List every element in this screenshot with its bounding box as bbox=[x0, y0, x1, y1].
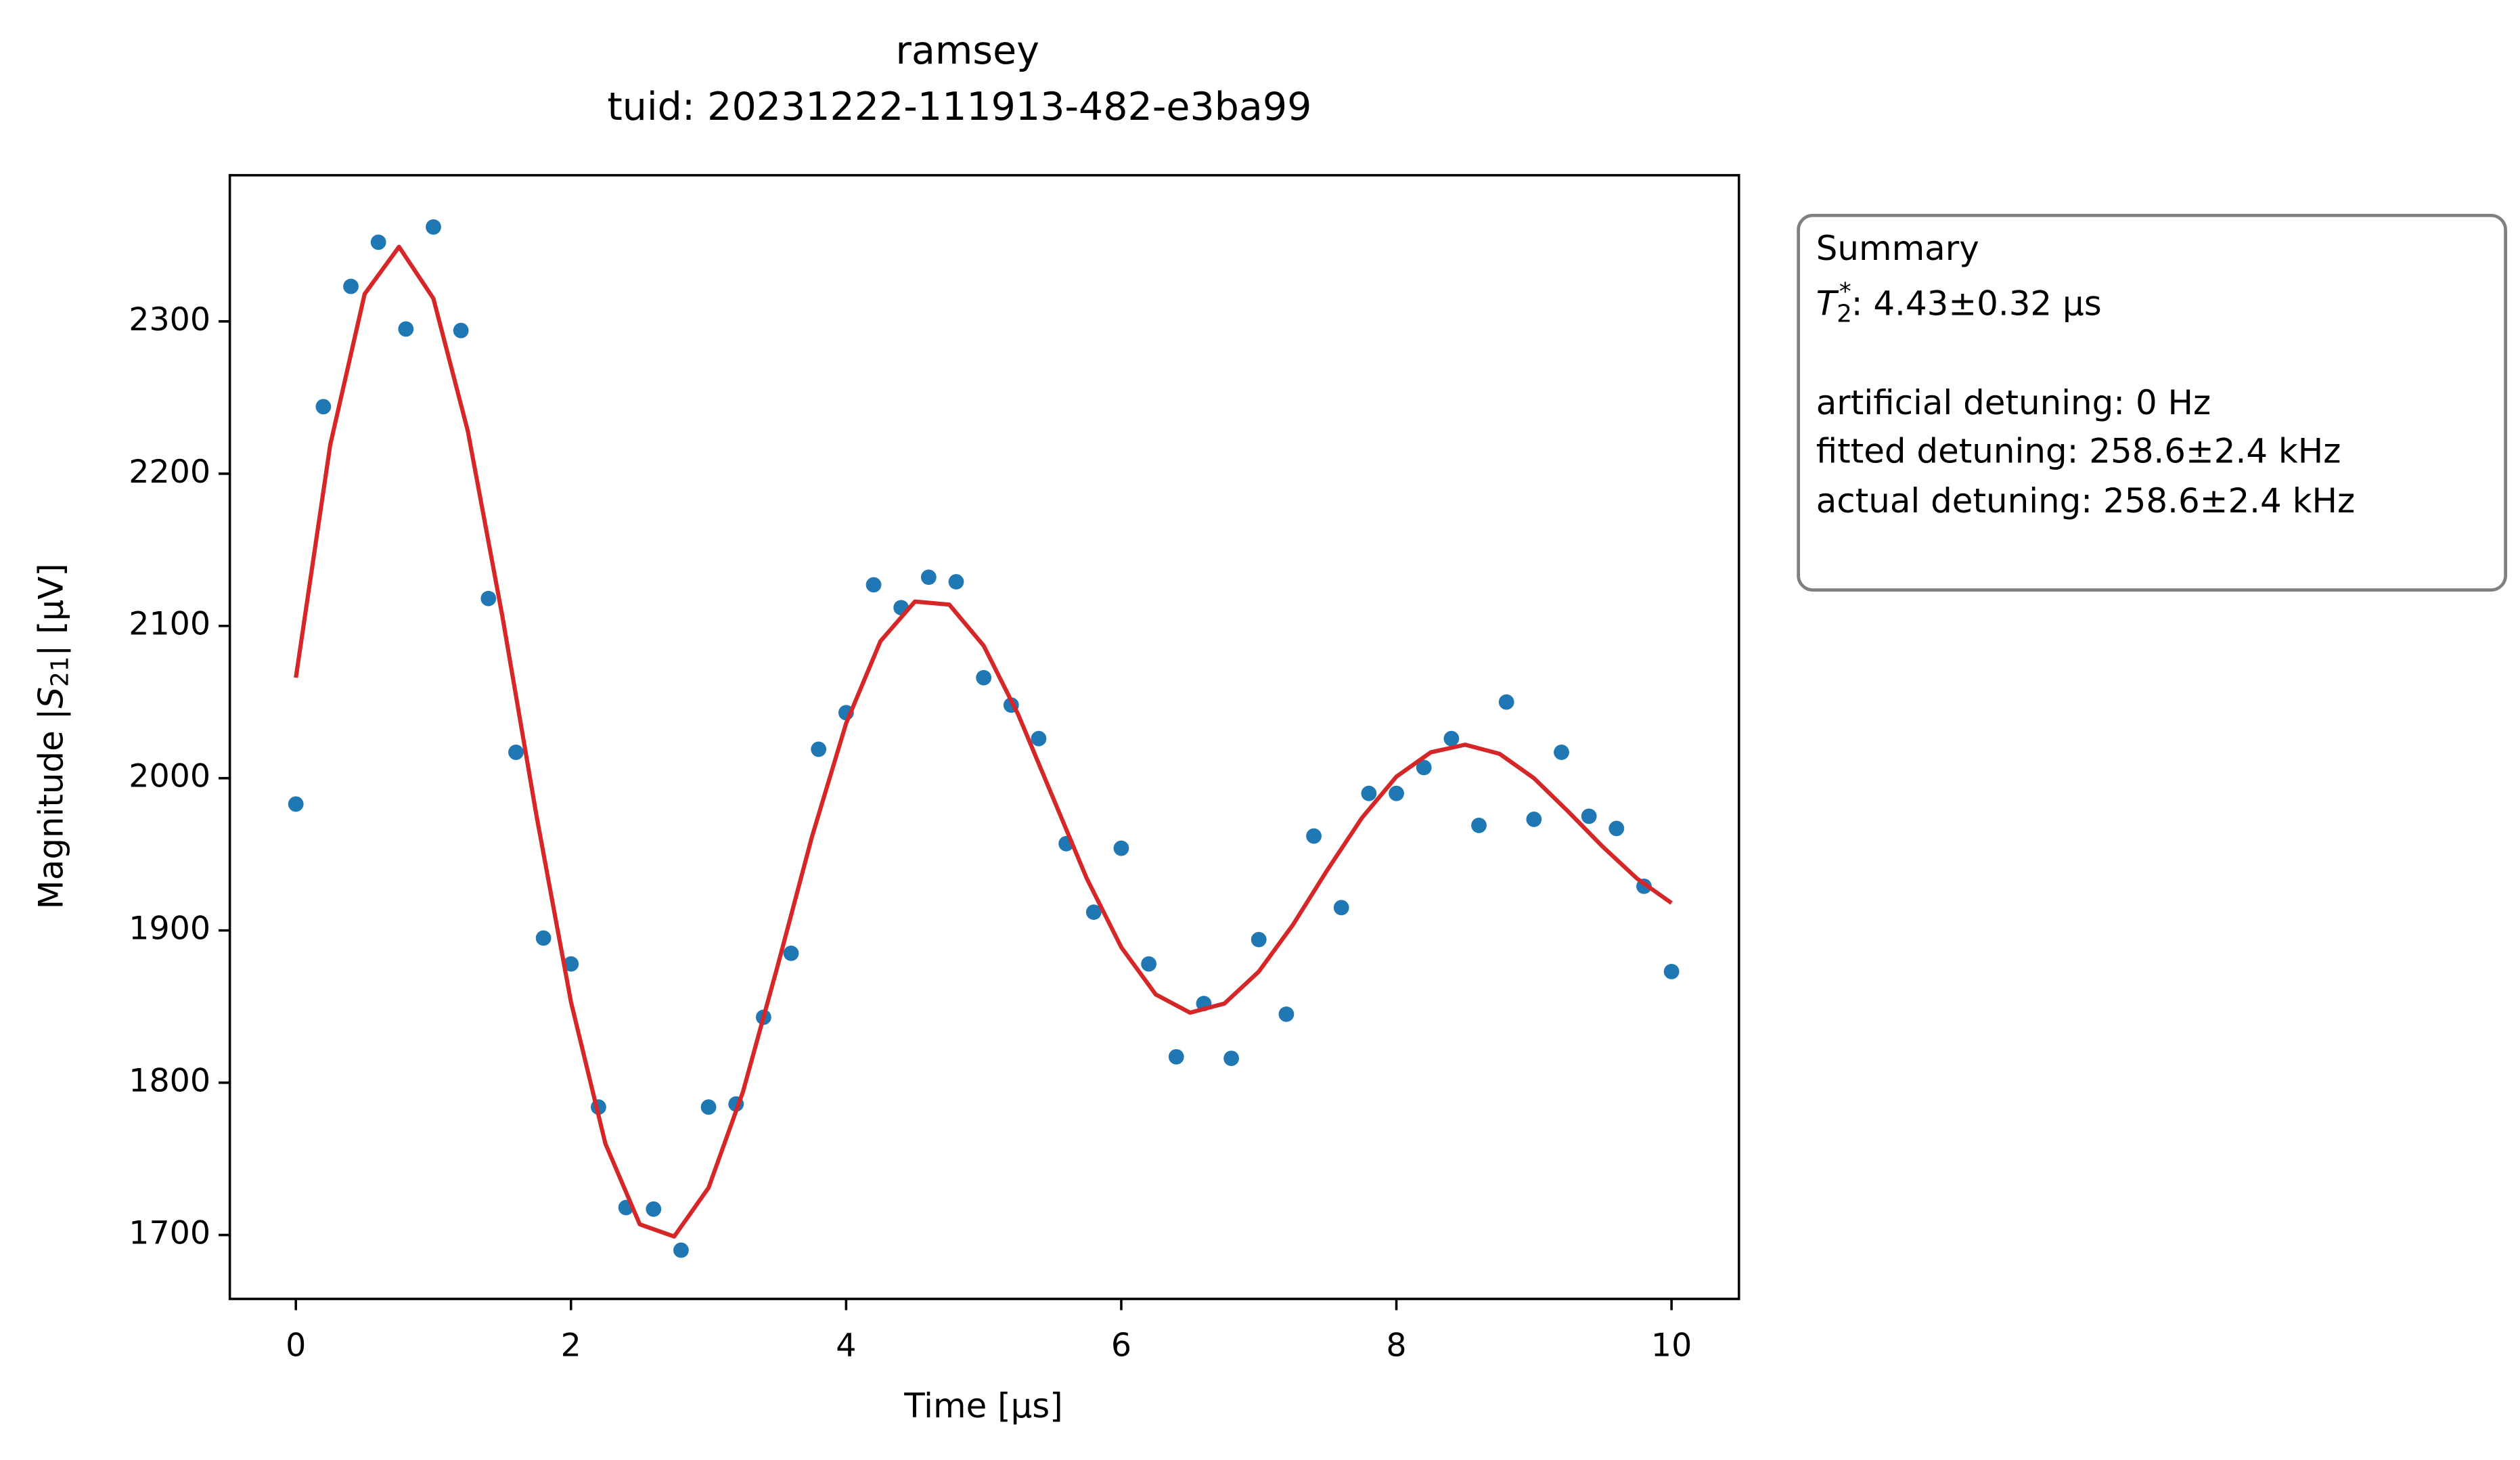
y-label-subscript: 21 bbox=[46, 657, 74, 687]
y-label-part: Magnitude | bbox=[31, 709, 70, 910]
data-point bbox=[1278, 1006, 1295, 1022]
data-point bbox=[453, 322, 469, 338]
data-point bbox=[700, 1099, 717, 1115]
y-tick-label: 1800 bbox=[129, 1063, 210, 1100]
data-point bbox=[370, 234, 386, 250]
data-point bbox=[646, 1201, 662, 1217]
y-label-part: | [µV] bbox=[31, 563, 70, 656]
t2-value: : 4.43±0.32 µs bbox=[1851, 284, 2102, 323]
plot-frame bbox=[228, 174, 1740, 1300]
y-tick-label: 2200 bbox=[129, 454, 210, 491]
data-point bbox=[343, 278, 359, 294]
data-point bbox=[1113, 840, 1129, 856]
data-point bbox=[811, 741, 827, 757]
summary-box bbox=[1797, 213, 2507, 592]
x-tick-label: 10 bbox=[1651, 1327, 1692, 1364]
summary-heading: Summary bbox=[1816, 229, 1979, 268]
summary-t2: T2*: 4.43±0.32 µs bbox=[1816, 278, 2102, 328]
y-axis-label: Magnitude |S21| [µV] bbox=[31, 563, 74, 909]
y-tick-label: 1700 bbox=[129, 1215, 210, 1252]
data-point bbox=[948, 574, 964, 590]
x-tick-label: 0 bbox=[286, 1327, 306, 1364]
data-point bbox=[1223, 1050, 1239, 1066]
chart-title: ramsey bbox=[896, 28, 1039, 73]
t2-subscript: 2 bbox=[1837, 301, 1852, 328]
x-tick-label: 8 bbox=[1386, 1327, 1406, 1364]
data-point bbox=[426, 219, 441, 235]
x-tick-label: 2 bbox=[561, 1327, 581, 1364]
data-point bbox=[1085, 904, 1102, 921]
data-point bbox=[398, 321, 414, 337]
fit-line bbox=[294, 244, 1673, 1239]
data-point bbox=[1663, 963, 1680, 979]
y-tick-label: 2000 bbox=[129, 758, 210, 795]
data-point bbox=[480, 590, 497, 606]
data-point bbox=[1031, 730, 1047, 747]
summary-line: fitted detuning: 258.6±2.4 kHz bbox=[1816, 431, 2341, 470]
data-point bbox=[315, 399, 332, 415]
summary-line: actual detuning: 258.6±2.4 kHz bbox=[1816, 481, 2355, 521]
data-point bbox=[1608, 820, 1625, 837]
y-tick-label: 2300 bbox=[129, 301, 210, 338]
data-point bbox=[1306, 828, 1322, 844]
data-point bbox=[783, 945, 799, 961]
chart-subtitle: tuid: 20231222-111913-482-e3ba99 bbox=[607, 85, 1311, 129]
data-point bbox=[1443, 730, 1460, 747]
data-point bbox=[1168, 1048, 1184, 1065]
data-point bbox=[535, 930, 552, 946]
data-point bbox=[1581, 808, 1597, 824]
x-axis-label: Time [µs] bbox=[903, 1386, 1062, 1425]
y-tick-label: 1900 bbox=[129, 910, 210, 948]
data-point bbox=[1471, 818, 1487, 833]
data-point bbox=[508, 745, 524, 760]
data-point bbox=[865, 577, 882, 593]
data-point bbox=[1361, 785, 1377, 801]
t2-symbol: T bbox=[1816, 284, 1839, 323]
data-point bbox=[673, 1242, 689, 1258]
data-point bbox=[1554, 745, 1569, 760]
x-tick-label: 4 bbox=[836, 1327, 856, 1364]
data-point bbox=[1141, 956, 1157, 972]
data-point bbox=[1526, 812, 1542, 827]
summary-line: artificial detuning: 0 Hz bbox=[1816, 383, 2211, 422]
data-point bbox=[1333, 900, 1349, 916]
data-point bbox=[563, 956, 579, 972]
t2-superscript: * bbox=[1839, 278, 1851, 305]
y-label-symbol: S bbox=[31, 687, 70, 709]
data-point bbox=[1251, 931, 1267, 948]
data-point bbox=[920, 569, 937, 585]
data-point bbox=[976, 669, 992, 686]
data-point bbox=[288, 796, 304, 812]
data-point bbox=[1416, 759, 1432, 776]
data-point bbox=[1389, 785, 1404, 801]
x-tick-label: 6 bbox=[1111, 1327, 1131, 1364]
y-tick-label: 2100 bbox=[129, 606, 210, 643]
data-point bbox=[1498, 694, 1514, 710]
